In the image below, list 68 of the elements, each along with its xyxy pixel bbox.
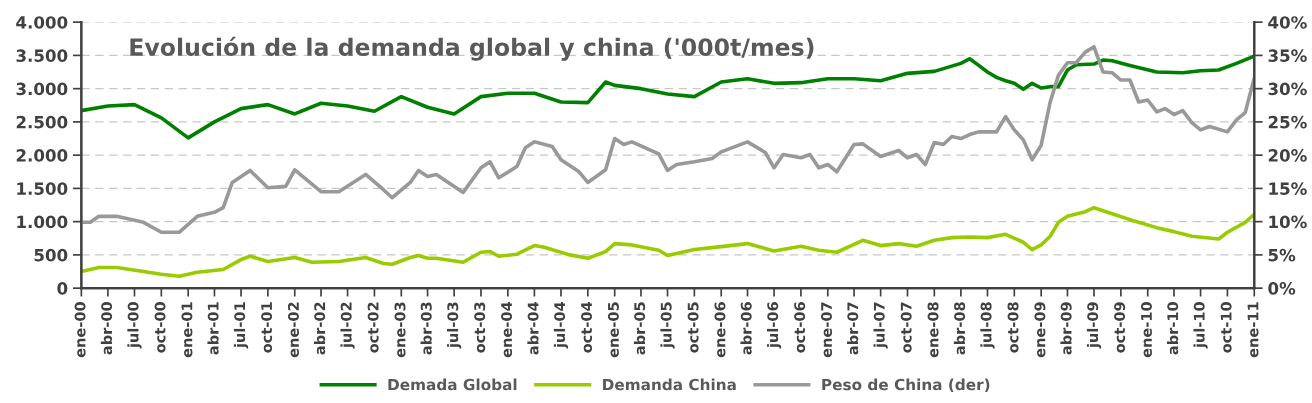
y2-tick-label: 25% xyxy=(1268,115,1307,129)
x-tick-label: jul-02 xyxy=(340,302,355,349)
x-tick-label: jul-09 xyxy=(1086,302,1102,349)
x-tick-label: jul-04 xyxy=(553,302,569,349)
x-tick-label: oct-07 xyxy=(900,302,912,353)
y2-tick-label: 30% xyxy=(1268,82,1307,96)
y-tick-label: 4.000 xyxy=(16,16,68,29)
y-tick-label: 500 xyxy=(34,248,68,262)
y-tick-label: 3.000 xyxy=(16,82,68,96)
x-tick-label: jul-00 xyxy=(127,302,142,349)
x-tick-label: abr-01 xyxy=(207,302,219,355)
x-tick-label: jul-05 xyxy=(660,302,675,349)
x-tick-label: abr-00 xyxy=(100,302,113,355)
x-tick-label: ene-03 xyxy=(394,302,406,358)
x-tick-label: abr-02 xyxy=(313,302,326,355)
x-tick-label: jul-07 xyxy=(873,302,888,349)
x-tick-label: oct-09 xyxy=(1114,302,1126,353)
x-tick-label: ene-00 xyxy=(74,302,86,358)
y2-tick-label: 5% xyxy=(1268,248,1296,262)
x-tick-label: jul-01 xyxy=(233,302,249,349)
x-tick-label: jul-08 xyxy=(980,302,995,349)
x-tick-label: oct-04 xyxy=(581,302,593,353)
x-tick-label: oct-08 xyxy=(1007,302,1019,353)
y2-tick-label: 15% xyxy=(1269,182,1307,195)
x-tick-label: oct-06 xyxy=(794,302,806,353)
x-tick-label: abr-07 xyxy=(846,302,859,355)
y2-tick-label: 20% xyxy=(1268,149,1307,162)
y-tick-label: 2.500 xyxy=(16,115,68,129)
y2-tick-label: 10% xyxy=(1269,215,1307,229)
y2-tick-label: 40% xyxy=(1268,16,1307,29)
x-tick-label: oct-00 xyxy=(154,302,166,353)
y-tick-label: 3.500 xyxy=(16,49,68,62)
x-tick-label: jul-10 xyxy=(1193,302,1208,349)
x-tick-label: ene-10 xyxy=(1140,302,1152,358)
x-tick-label: ene-04 xyxy=(501,302,513,358)
x-tick-label: abr-03 xyxy=(420,302,432,355)
x-tick-label: ene-09 xyxy=(1034,302,1046,358)
x-tick-label: ene-05 xyxy=(607,302,619,358)
x-tick-label: jul-06 xyxy=(766,302,782,349)
legend-label: Demanda China xyxy=(603,378,736,391)
y-tick-label: 1.500 xyxy=(17,182,68,195)
x-tick-label: oct-03 xyxy=(474,302,486,353)
legend-label: Demada Global xyxy=(388,378,517,391)
y-tick-label: 1.000 xyxy=(17,215,68,229)
x-tick-label: abr-05 xyxy=(633,302,646,355)
line-series xyxy=(81,205,1255,278)
x-tick-label: oct-02 xyxy=(367,302,379,353)
x-tick-label: ene-01 xyxy=(181,302,193,358)
x-tick-label: oct-10 xyxy=(1220,302,1232,353)
x-tick-label: ene-07 xyxy=(820,302,833,358)
x-tick-label: ene-06 xyxy=(714,302,726,358)
y2-tick-label: 0% xyxy=(1268,282,1296,295)
y-tick-label: 0 xyxy=(57,282,68,295)
x-tick-label: ene-08 xyxy=(927,302,939,358)
x-tick-label: abr-08 xyxy=(953,302,966,355)
x-tick-label: jul-03 xyxy=(447,302,462,349)
x-tick-label: abr-04 xyxy=(527,302,539,355)
x-tick-label: oct-01 xyxy=(261,302,273,353)
x-tick-label: oct-05 xyxy=(687,302,699,353)
x-tick-label: ene-02 xyxy=(287,302,299,358)
y-tick-label: 2.000 xyxy=(16,149,68,162)
x-tick-label: abr-10 xyxy=(1166,302,1179,355)
x-tick-label: abr-09 xyxy=(1060,302,1072,355)
y2-tick-label: 35% xyxy=(1268,49,1307,62)
x-tick-label: abr-06 xyxy=(740,302,752,355)
x-tick-label: ene-11 xyxy=(1247,302,1259,358)
legend-label: Peso de China (der) xyxy=(822,378,990,393)
text: Evolución de la demanda global y china ('000t/mes) xyxy=(130,36,814,61)
